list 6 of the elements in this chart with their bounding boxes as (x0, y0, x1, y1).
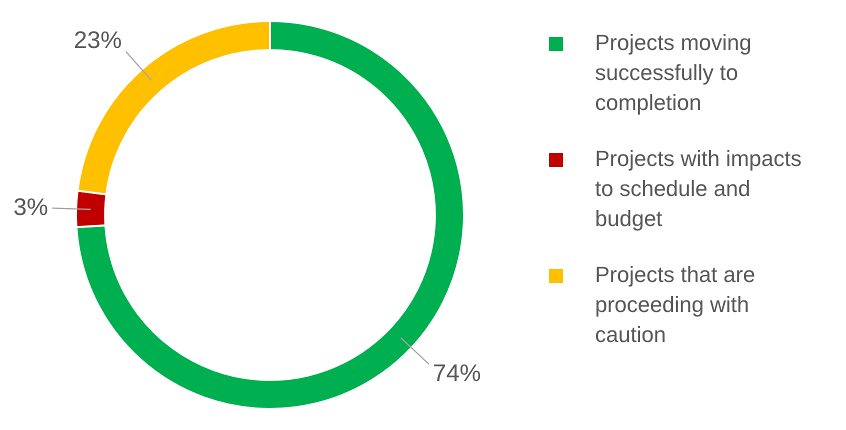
legend-label: Projects that are proceeding with caution (595, 261, 756, 349)
data-label: 3% (13, 194, 48, 221)
data-label: 23% (74, 27, 122, 54)
legend-label: Projects moving successfully to completion (595, 29, 753, 117)
legend-label: Projects with impacts to schedule and budget (595, 145, 803, 233)
data-label: 74% (432, 360, 481, 387)
